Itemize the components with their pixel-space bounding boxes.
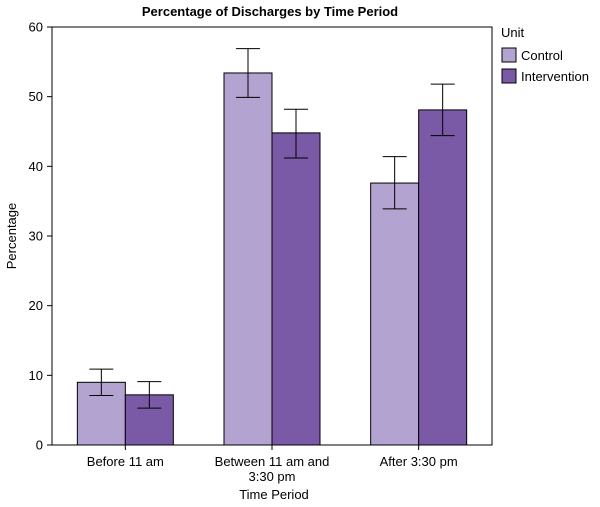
y-tick-label: 0: [36, 438, 43, 453]
y-axis-ticks: 0 10 20 30 40 50 60: [29, 20, 52, 453]
bars: [76, 72, 468, 446]
legend-swatch-intervention: [501, 68, 517, 84]
x-tick-label: 3:30 pm: [249, 469, 296, 484]
x-tick-label: After 3:30 pm: [380, 454, 458, 469]
x-tick-label: Between 11 am and: [215, 454, 330, 469]
bar-intervention-3: [418, 109, 468, 446]
bar-control-2: [223, 72, 273, 446]
y-tick-label: 50: [29, 89, 43, 104]
y-tick-label: 30: [29, 229, 43, 244]
y-tick-label: 40: [29, 159, 43, 174]
bar-intervention-2: [271, 132, 321, 446]
legend-swatch-control: [501, 47, 517, 63]
legend: Unit Control Intervention: [501, 25, 589, 84]
bar-control-3: [370, 182, 420, 446]
x-tick-label: Before 11 am: [87, 454, 164, 469]
y-tick-label: 20: [29, 298, 43, 313]
y-tick-label: 10: [29, 368, 43, 383]
error-bars: [89, 48, 455, 409]
y-axis-label: Percentage: [4, 203, 19, 270]
y-tick-label: 60: [29, 20, 43, 35]
legend-label-control: Control: [521, 48, 563, 63]
x-axis-label: Time Period: [239, 487, 309, 502]
legend-label-intervention: Intervention: [521, 69, 589, 84]
legend-title: Unit: [501, 25, 525, 40]
chart-title: Percentage of Discharges by Time Period: [142, 4, 398, 19]
